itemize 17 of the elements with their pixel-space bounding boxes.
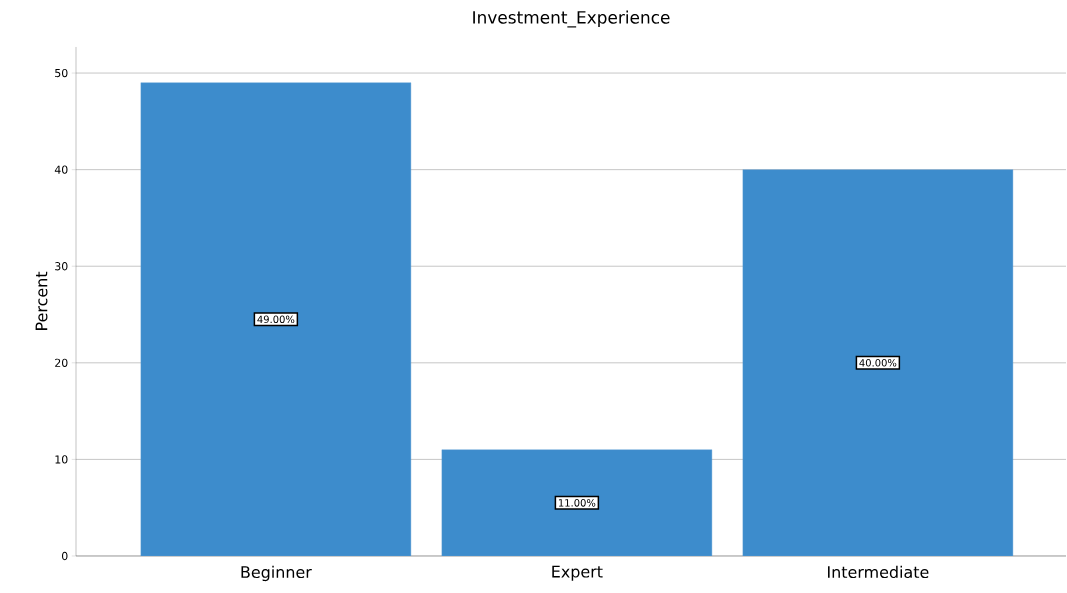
y-tick-label: 50 [55,68,68,78]
chart-title: Investment_Experience [473,10,670,28]
y-axis-title: Percent [35,271,48,330]
y-tick-label: 20 [55,358,68,367]
x-tick-label: Beginner [241,565,312,582]
data-label: 49.00% [257,315,295,324]
data-label: 11.00% [558,499,596,507]
bar [140,82,412,556]
data-label: 40.00% [859,359,897,367]
y-tick-label: 30 [55,262,68,271]
x-tick-label: Expert [552,565,603,581]
y-tick-label: 10 [55,455,68,464]
y-tick-label: 40 [54,165,68,174]
x-tick-label: Intermediate [828,565,929,579]
y-tick-label: 0 [61,551,68,561]
bar [742,169,1014,556]
bar [441,449,713,556]
